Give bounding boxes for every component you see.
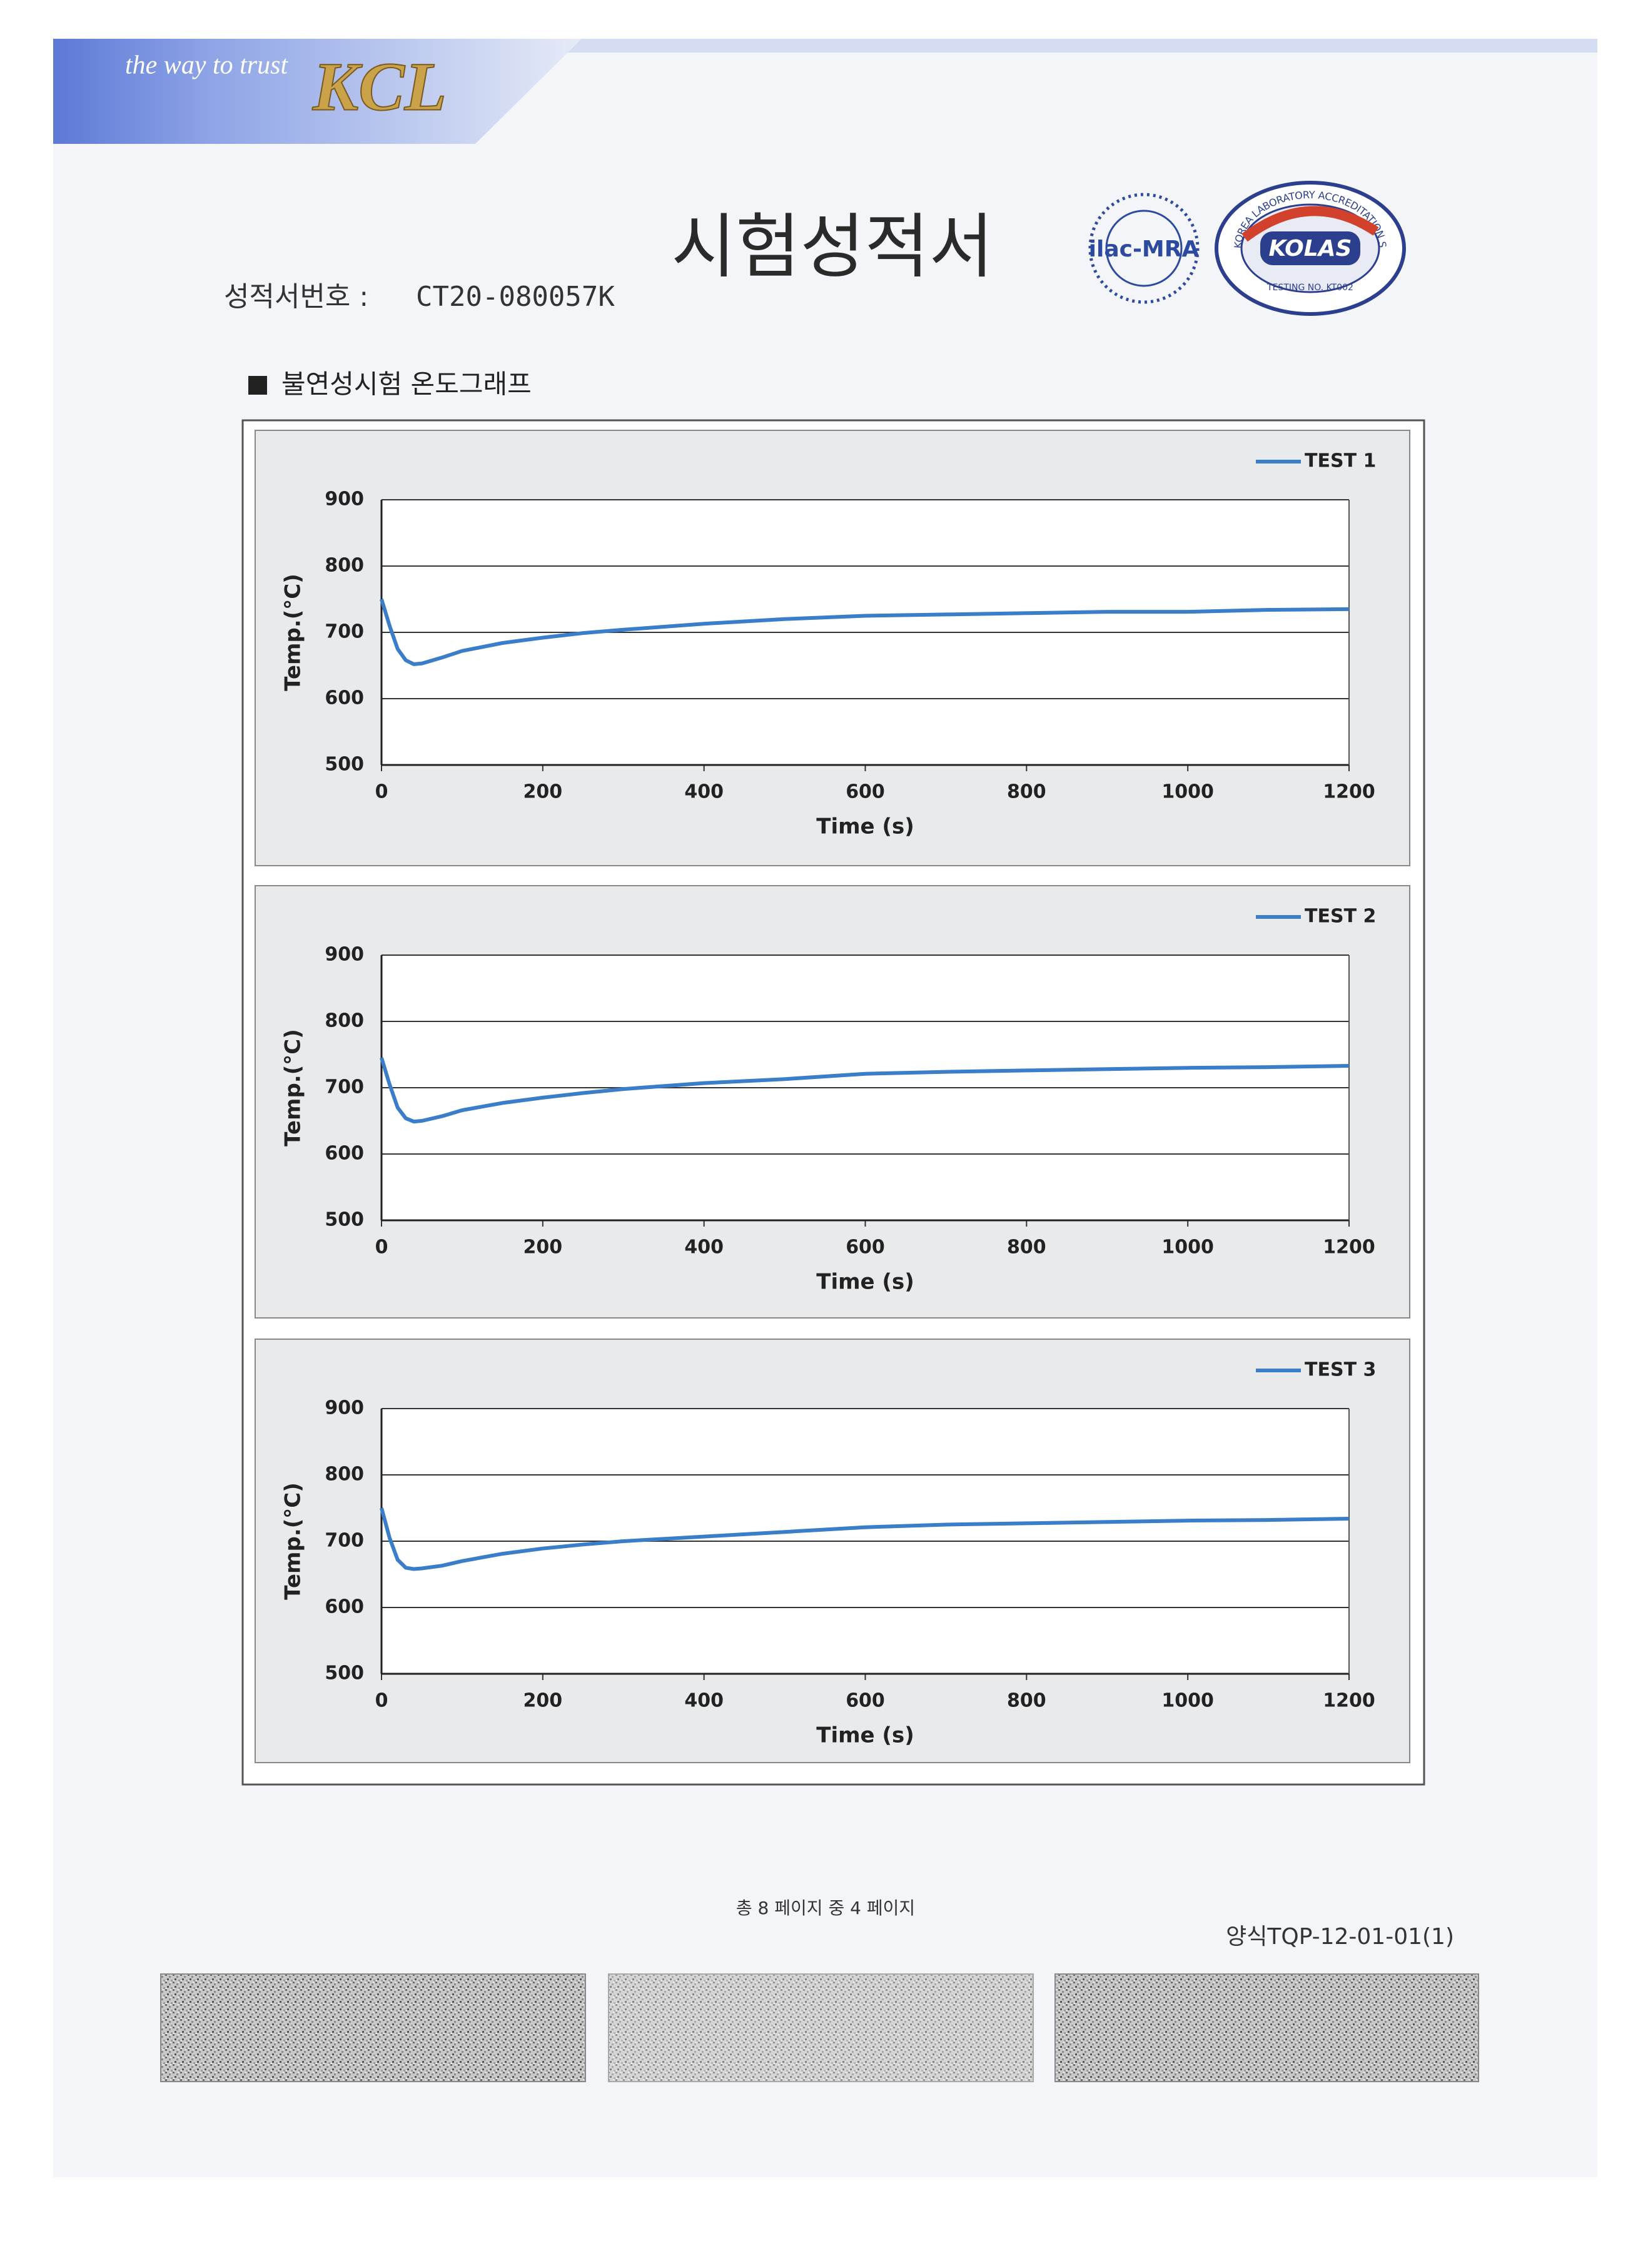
y-axis-title: Temp.(°C) (281, 1029, 306, 1146)
section-title: 불연성시험 온도그래프 (281, 369, 532, 400)
logo-swoosh (1241, 206, 1379, 242)
legend-label: TEST 1 (1305, 450, 1376, 472)
logo-badge (1260, 231, 1360, 265)
kolas-testing: TESTING NO. KT002 (1266, 283, 1353, 293)
x-tick-label: 200 (523, 1690, 563, 1712)
y-tick-label: 700 (325, 621, 364, 643)
x-tick-label: 200 (523, 1237, 563, 1258)
y-tick-label: 600 (325, 1143, 364, 1165)
y-tick-label: 900 (325, 489, 364, 510)
y-tick-label: 500 (325, 1663, 364, 1684)
data-line (380, 599, 1350, 666)
x-tick-label: 800 (1007, 1237, 1046, 1258)
y-tick-label: 900 (325, 944, 364, 966)
x-tick-label: 0 (375, 1690, 388, 1712)
x-axis-title: Time (s) (816, 814, 914, 839)
logo-ring (1105, 210, 1183, 287)
report-number: CT20-080057K (416, 281, 615, 313)
ilac-logo: ilac-MRA (1088, 193, 1200, 304)
ilac-text: ilac-MRA (1089, 236, 1200, 262)
x-axis-title: Time (s) (816, 1723, 914, 1748)
x-tick-label: 1000 (1161, 1237, 1214, 1258)
legend-label: TEST 3 (1305, 1359, 1376, 1381)
y-axis-title: Temp.(°C) (281, 574, 306, 691)
kolas-text: KOLAS (1269, 236, 1352, 261)
y-tick-label: 500 (325, 754, 364, 776)
logo-ring (1088, 193, 1200, 304)
x-tick-label: 1200 (1323, 1237, 1375, 1258)
form-number: 양식TQP-12-01-01(1) (1226, 1924, 1454, 1950)
y-tick-label: 700 (325, 1076, 364, 1098)
doc-title: 시험성적서 (671, 206, 993, 288)
y-axis-title: Temp.(°C) (281, 1482, 306, 1599)
security-box (160, 1973, 586, 2082)
header-banner (53, 39, 582, 144)
x-tick-label: 1000 (1161, 1690, 1214, 1712)
y-tick-label: 700 (325, 1530, 364, 1552)
x-tick-label: 600 (846, 1237, 885, 1258)
x-tick-label: 800 (1007, 781, 1046, 803)
x-tick-label: 600 (846, 781, 885, 803)
report-number-label: 성적서번호 : (224, 281, 368, 313)
x-tick-label: 0 (375, 781, 388, 803)
security-box (1054, 1973, 1479, 2082)
slogan: the way to trust (125, 51, 288, 80)
brand: KCL (312, 48, 447, 124)
charts: 500 600 700 800 900 0 200 400 600 800 1000 1200 Time… (255, 430, 1410, 1763)
x-tick-label: 600 (846, 1690, 885, 1712)
legend-label: TEST 2 (1305, 906, 1376, 928)
y-tick-label: 900 (325, 1397, 364, 1419)
data-line (380, 1507, 1350, 1571)
x-tick-label: 800 (1007, 1690, 1046, 1712)
y-tick-label: 800 (325, 1010, 364, 1032)
data-line (380, 1057, 1350, 1124)
x-tick-label: 1200 (1323, 781, 1375, 803)
security-box (608, 1973, 1034, 2082)
x-tick-label: 1000 (1161, 781, 1214, 803)
x-tick-label: 400 (684, 781, 724, 803)
x-tick-label: 200 (523, 781, 563, 803)
x-tick-label: 400 (684, 1690, 724, 1712)
x-axis-title: Time (s) (816, 1270, 914, 1295)
section-bullet (248, 376, 267, 395)
y-tick-label: 600 (325, 1596, 364, 1618)
y-tick-label: 600 (325, 687, 364, 709)
page-number: 총 8 페이지 중 4 페이지 (736, 1898, 915, 1918)
y-tick-label: 800 (325, 555, 364, 577)
x-tick-label: 1200 (1323, 1690, 1375, 1712)
y-tick-label: 800 (325, 1464, 364, 1486)
x-tick-label: 400 (684, 1237, 724, 1258)
y-tick-label: 500 (325, 1209, 364, 1231)
x-tick-label: 0 (375, 1237, 388, 1258)
